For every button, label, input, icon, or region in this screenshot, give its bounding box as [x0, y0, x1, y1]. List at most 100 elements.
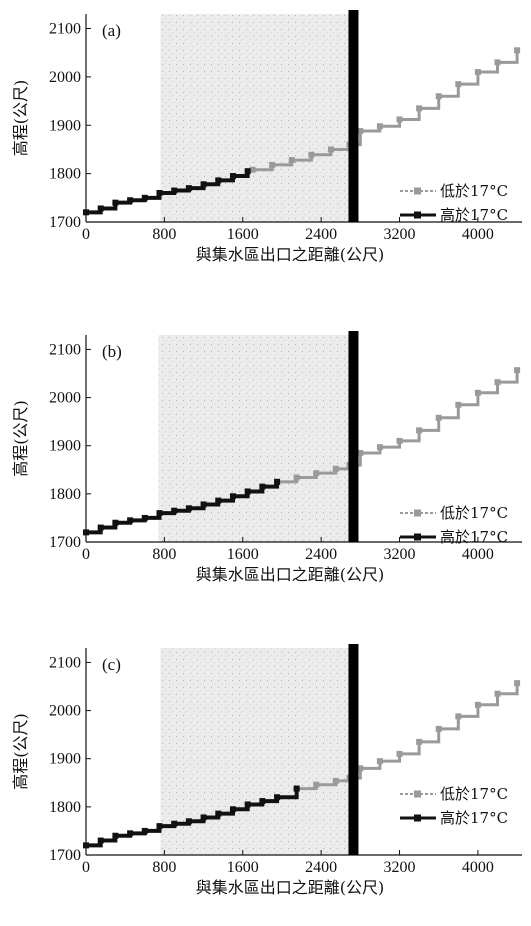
chart-panel-1: 1700 1800 1900 2000 2100 0 800 1600 2400 3200 4000…: [11, 10, 522, 264]
y-axis-label: 高程(公尺): [11, 713, 30, 790]
panel-label: (a): [102, 21, 121, 40]
data-point: [259, 483, 266, 490]
data-point: [244, 488, 251, 495]
x-tick-label: 2400: [305, 859, 337, 876]
data-point: [455, 81, 462, 88]
legend-entry-label: 高於17°C: [440, 528, 508, 546]
x-tick-label: 4000: [462, 859, 494, 876]
panel-label: (b): [102, 342, 122, 361]
vertical-boundary-bar: [348, 331, 359, 542]
legend-swatch-marker: [414, 187, 421, 195]
data-point: [327, 146, 334, 153]
data-point: [514, 367, 521, 374]
data-point: [474, 701, 481, 708]
data-point: [127, 517, 134, 524]
data-point: [171, 507, 178, 514]
data-point: [274, 478, 281, 485]
data-point: [357, 765, 364, 772]
data-point: [97, 837, 104, 844]
data-point: [494, 379, 501, 386]
vertical-boundary-bar: [348, 10, 359, 222]
data-point: [156, 510, 163, 517]
legend-entry-label: 低於17°C: [440, 182, 508, 200]
data-point: [141, 194, 148, 201]
legend-entry-label: 低於17°C: [440, 504, 508, 522]
legend-swatch-marker: [414, 509, 421, 517]
data-point: [455, 713, 462, 720]
y-tick-label: 2100: [49, 341, 81, 358]
x-tick-label: 4000: [462, 546, 494, 563]
data-point: [112, 199, 119, 206]
data-point: [435, 725, 442, 732]
data-point: [185, 185, 192, 192]
data-point: [435, 414, 442, 421]
y-tick-label: 1800: [49, 799, 81, 816]
data-point: [215, 497, 222, 504]
x-tick-label: 0: [82, 859, 90, 876]
data-point: [435, 93, 442, 100]
data-point: [494, 59, 501, 66]
x-tick-label: 1600: [227, 546, 259, 563]
y-tick-label: 2000: [49, 703, 81, 720]
x-tick-label: 0: [82, 226, 90, 243]
x-tick-label: 800: [152, 859, 176, 876]
data-point: [112, 832, 119, 839]
series-above-17c: [83, 785, 300, 849]
series-line: [277, 370, 519, 484]
legend: 低於17°C 高於17°C: [400, 785, 508, 827]
x-axis-label: 與集水區出口之距離(公尺): [196, 565, 385, 584]
data-point: [215, 810, 222, 817]
y-tick-label: 1900: [49, 117, 81, 134]
data-point: [200, 181, 207, 188]
y-tick-label: 1700: [49, 534, 81, 551]
x-tick-label: 2400: [305, 226, 337, 243]
data-point: [376, 758, 383, 765]
data-point: [357, 128, 364, 135]
data-point: [455, 401, 462, 408]
data-point: [288, 157, 295, 164]
x-tick-label: 3200: [384, 859, 416, 876]
data-point: [416, 427, 423, 434]
series-above-17c: [83, 168, 251, 216]
chart-panel-2: 1700 1800 1900 2000 2100 0 800 1600 2400 3200 4000…: [11, 331, 522, 584]
legend: 低於17°C 高於17°C: [400, 504, 508, 546]
series-below-17c: [293, 680, 521, 792]
data-point: [229, 173, 236, 180]
data-point: [293, 785, 300, 792]
data-point: [215, 177, 222, 184]
legend-entry-label: 高於17°C: [440, 206, 508, 224]
data-point: [127, 830, 134, 837]
x-axis-label: 與集水區出口之距離(公尺): [196, 245, 385, 264]
y-tick-label: 2000: [49, 69, 81, 86]
legend-swatch-marker: [414, 790, 421, 798]
data-point: [127, 197, 134, 204]
data-point: [244, 168, 251, 175]
data-point: [83, 529, 89, 536]
x-tick-label: 4000: [462, 226, 494, 243]
data-point: [141, 827, 148, 834]
data-point: [313, 470, 320, 477]
data-point: [416, 738, 423, 745]
data-point: [229, 493, 236, 500]
data-point: [83, 209, 89, 216]
y-axis-label: 高程(公尺): [11, 400, 30, 477]
data-point: [185, 505, 192, 512]
x-tick-label: 800: [152, 546, 176, 563]
legend-swatch-marker: [414, 814, 421, 822]
x-tick-label: 3200: [384, 546, 416, 563]
x-tick-label: 0: [82, 546, 90, 563]
legend-swatch-marker: [414, 533, 421, 541]
x-tick-label: 3200: [384, 226, 416, 243]
data-point: [141, 514, 148, 521]
data-point: [97, 205, 104, 212]
data-point: [112, 519, 119, 526]
y-tick-label: 2100: [49, 21, 81, 38]
data-point: [274, 794, 281, 801]
vertical-boundary-bar: [348, 644, 359, 855]
y-tick-label: 1800: [49, 166, 81, 183]
series-below-17c: [249, 47, 521, 173]
data-point: [396, 750, 403, 757]
data-point: [416, 105, 423, 112]
x-axis-label: 與集水區出口之距離(公尺): [196, 878, 385, 897]
data-point: [357, 449, 364, 456]
